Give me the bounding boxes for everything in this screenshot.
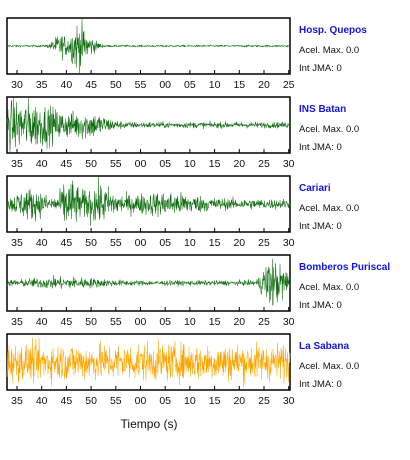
x-tick-label: 20	[233, 316, 245, 328]
x-tick-label: 40	[61, 79, 73, 91]
x-tick-label: 10	[184, 237, 196, 249]
x-tick-label: 45	[85, 79, 97, 91]
x-tick-label: 55	[110, 316, 122, 328]
waveform-trace	[6, 258, 291, 306]
x-tick-label: 50	[85, 316, 97, 328]
x-tick-label: 30	[283, 237, 295, 249]
panel-1: 30 35 40 45 50 55 00 05 10 15 20 25 Hosp. Quepos Acel…	[6, 17, 367, 91]
x-tick-label: 45	[61, 395, 73, 407]
x-tick-label: 35	[11, 237, 23, 249]
x-tick-label: 00	[135, 237, 147, 249]
x-tick-label: 05	[159, 316, 171, 328]
station-name: Bomberos Puriscal	[299, 262, 390, 273]
acel-max-text: Acel. Max. 0.0	[299, 45, 359, 56]
panel-frame	[6, 333, 291, 391]
x-tick-label: 55	[110, 158, 122, 170]
x-tick-label: 30	[283, 158, 295, 170]
x-tick-label: 15	[209, 158, 221, 170]
x-tick-label: 45	[61, 237, 73, 249]
x-tick-label: 05	[159, 237, 171, 249]
station-name: La Sabana	[299, 341, 349, 352]
x-tick-label: 00	[135, 395, 147, 407]
station-name: INS Batan	[299, 104, 346, 115]
x-tick-label: 50	[85, 237, 97, 249]
x-tick-label: 00	[135, 316, 147, 328]
x-tick-label: 00	[135, 158, 147, 170]
x-tick-label: 40	[36, 237, 48, 249]
station-name: Cariari	[299, 183, 331, 194]
int-jma-text: Int JMA: 0	[299, 142, 342, 153]
x-tick-label: 10	[184, 158, 196, 170]
x-tick-label: 45	[61, 316, 73, 328]
int-jma-text: Int JMA: 0	[299, 221, 342, 232]
x-tick-label: 05	[159, 395, 171, 407]
int-jma-text: Int JMA: 0	[299, 379, 342, 390]
x-tick-label: 10	[209, 79, 221, 91]
x-tick-label: 25	[258, 316, 270, 328]
waveform-trace	[6, 176, 291, 227]
x-tick-label: 30	[283, 316, 295, 328]
x-tick-label: 30	[283, 395, 295, 407]
x-tick-label: 55	[135, 79, 147, 91]
x-tick-label: 25	[283, 79, 295, 91]
waveform-trace	[6, 18, 291, 74]
x-tick-label: 35	[36, 79, 48, 91]
x-tick-label: 05	[159, 158, 171, 170]
panel-2: 35 40 45 50 55 00 05 10 15 20 25 30 INS Batan Acel. M…	[6, 96, 359, 170]
waveform-trace	[6, 97, 291, 153]
int-jma-text: Int JMA: 0	[299, 300, 342, 311]
x-tick-label: 40	[36, 316, 48, 328]
panel-4: 35 40 45 50 55 00 05 10 15 20 25 30 Bomberos Purisca…	[6, 254, 390, 328]
x-tick-label: 50	[85, 395, 97, 407]
panel-frame	[6, 96, 291, 154]
x-tick-label: 15	[209, 395, 221, 407]
x-tick-label: 15	[209, 316, 221, 328]
panel-frame	[6, 254, 291, 312]
station-name: Hosp. Quepos	[299, 25, 367, 36]
x-tick-label: 40	[36, 395, 48, 407]
x-tick-label: 35	[11, 395, 23, 407]
x-tick-label: 20	[233, 158, 245, 170]
x-tick-label: 50	[110, 79, 122, 91]
waveform-trace	[6, 337, 291, 388]
x-tick-label: 55	[110, 237, 122, 249]
x-tick-label: 50	[85, 158, 97, 170]
x-tick-label: 30	[11, 79, 23, 91]
x-tick-label: 35	[11, 316, 23, 328]
panel-3: 35 40 45 50 55 00 05 10 15 20 25 30 Cariari Acel. Max…	[6, 175, 359, 249]
x-tick-label: 20	[233, 395, 245, 407]
acel-max-text: Acel. Max. 0.0	[299, 282, 359, 293]
x-tick-label: 15	[209, 237, 221, 249]
x-tick-label: 55	[110, 395, 122, 407]
x-tick-label: 40	[36, 158, 48, 170]
acel-max-text: Acel. Max. 0.0	[299, 124, 359, 135]
x-tick-label: 25	[258, 395, 270, 407]
acel-max-text: Acel. Max. 0.0	[299, 203, 359, 214]
x-tick-label: 35	[11, 158, 23, 170]
x-tick-label: 45	[61, 158, 73, 170]
int-jma-text: Int JMA: 0	[299, 63, 342, 74]
panel-5: 35 40 45 50 55 00 05 10 15 20 25 30 La Sabana Acel. M…	[6, 333, 359, 407]
x-tick-label: 10	[184, 395, 196, 407]
x-tick-label: 20	[258, 79, 270, 91]
x-tick-label: 25	[258, 158, 270, 170]
x-tick-label: 00	[159, 79, 171, 91]
x-tick-label: 10	[184, 316, 196, 328]
x-tick-label: 15	[233, 79, 245, 91]
x-tick-label: 25	[258, 237, 270, 249]
x-tick-label: 05	[184, 79, 196, 91]
acel-max-text: Acel. Max. 0.0	[299, 361, 359, 372]
x-tick-label: 20	[233, 237, 245, 249]
x-axis-title: Tiempo (s)	[121, 417, 178, 431]
